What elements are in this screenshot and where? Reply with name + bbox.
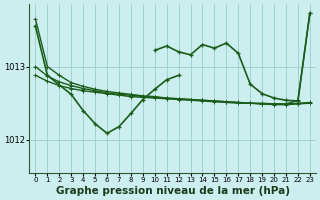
X-axis label: Graphe pression niveau de la mer (hPa): Graphe pression niveau de la mer (hPa) — [56, 186, 290, 196]
